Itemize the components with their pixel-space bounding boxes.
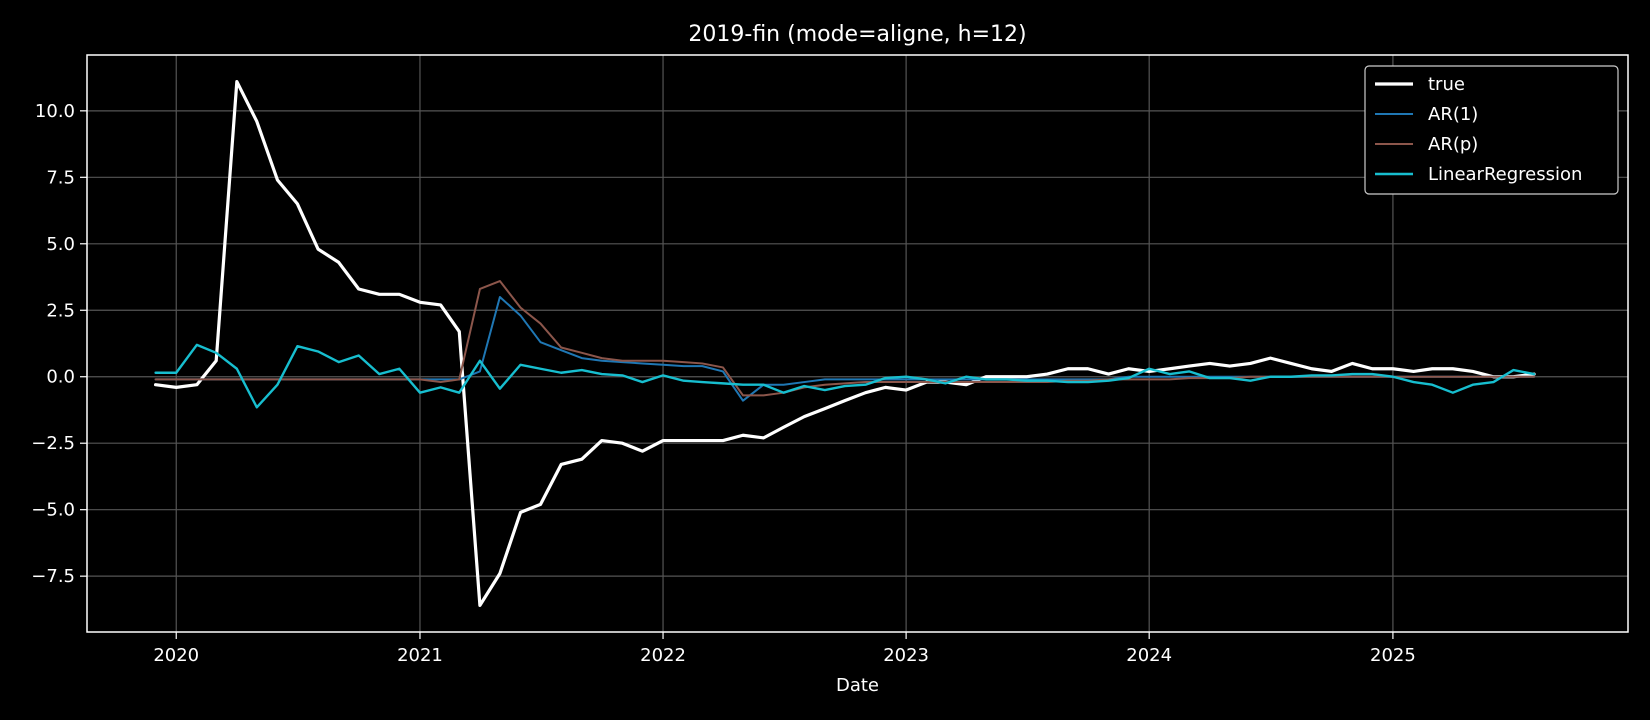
y-tick-label: −2.5 <box>31 433 75 454</box>
legend-label: AR(p) <box>1428 134 1478 155</box>
series-line-ar-p <box>154 280 1536 397</box>
x-tick-label: 2020 <box>153 645 199 666</box>
x-axis-ticks: 2020 2021 2022 2023 2024 2025 <box>153 632 1416 666</box>
grid <box>87 55 1628 632</box>
y-tick-label: −5.0 <box>31 500 75 521</box>
series-line-true <box>153 79 1536 608</box>
x-tick-label: 2021 <box>397 645 443 666</box>
x-tick-label: 2025 <box>1370 645 1416 666</box>
series-lines <box>153 79 1536 608</box>
legend-label: true <box>1428 74 1465 95</box>
series-line-linearregression <box>154 343 1536 409</box>
legend-box <box>1364 65 1619 195</box>
legend-label: LinearRegression <box>1428 164 1582 185</box>
legend: true AR(1) AR(p) LinearRegression <box>1364 65 1619 195</box>
legend-label: AR(1) <box>1428 104 1478 125</box>
x-axis-label: Date <box>836 675 879 696</box>
y-tick-label: 5.0 <box>46 234 75 255</box>
y-tick-label: 7.5 <box>46 167 75 188</box>
x-tick-label: 2022 <box>640 645 686 666</box>
axes-frame <box>86 54 1629 633</box>
x-tick-label: 2023 <box>883 645 929 666</box>
y-tick-label: −7.5 <box>31 566 75 587</box>
y-axis-ticks: 10.0 7.5 5.0 2.5 0.0 −2.5 −5.0 −7.5 <box>31 101 87 587</box>
y-tick-label: 0.0 <box>46 367 75 388</box>
chart-title: 2019-fin (mode=aligne, h=12) <box>688 22 1026 47</box>
x-tick-label: 2024 <box>1126 645 1172 666</box>
y-tick-label: 2.5 <box>46 300 75 321</box>
y-tick-label: 10.0 <box>35 101 75 122</box>
